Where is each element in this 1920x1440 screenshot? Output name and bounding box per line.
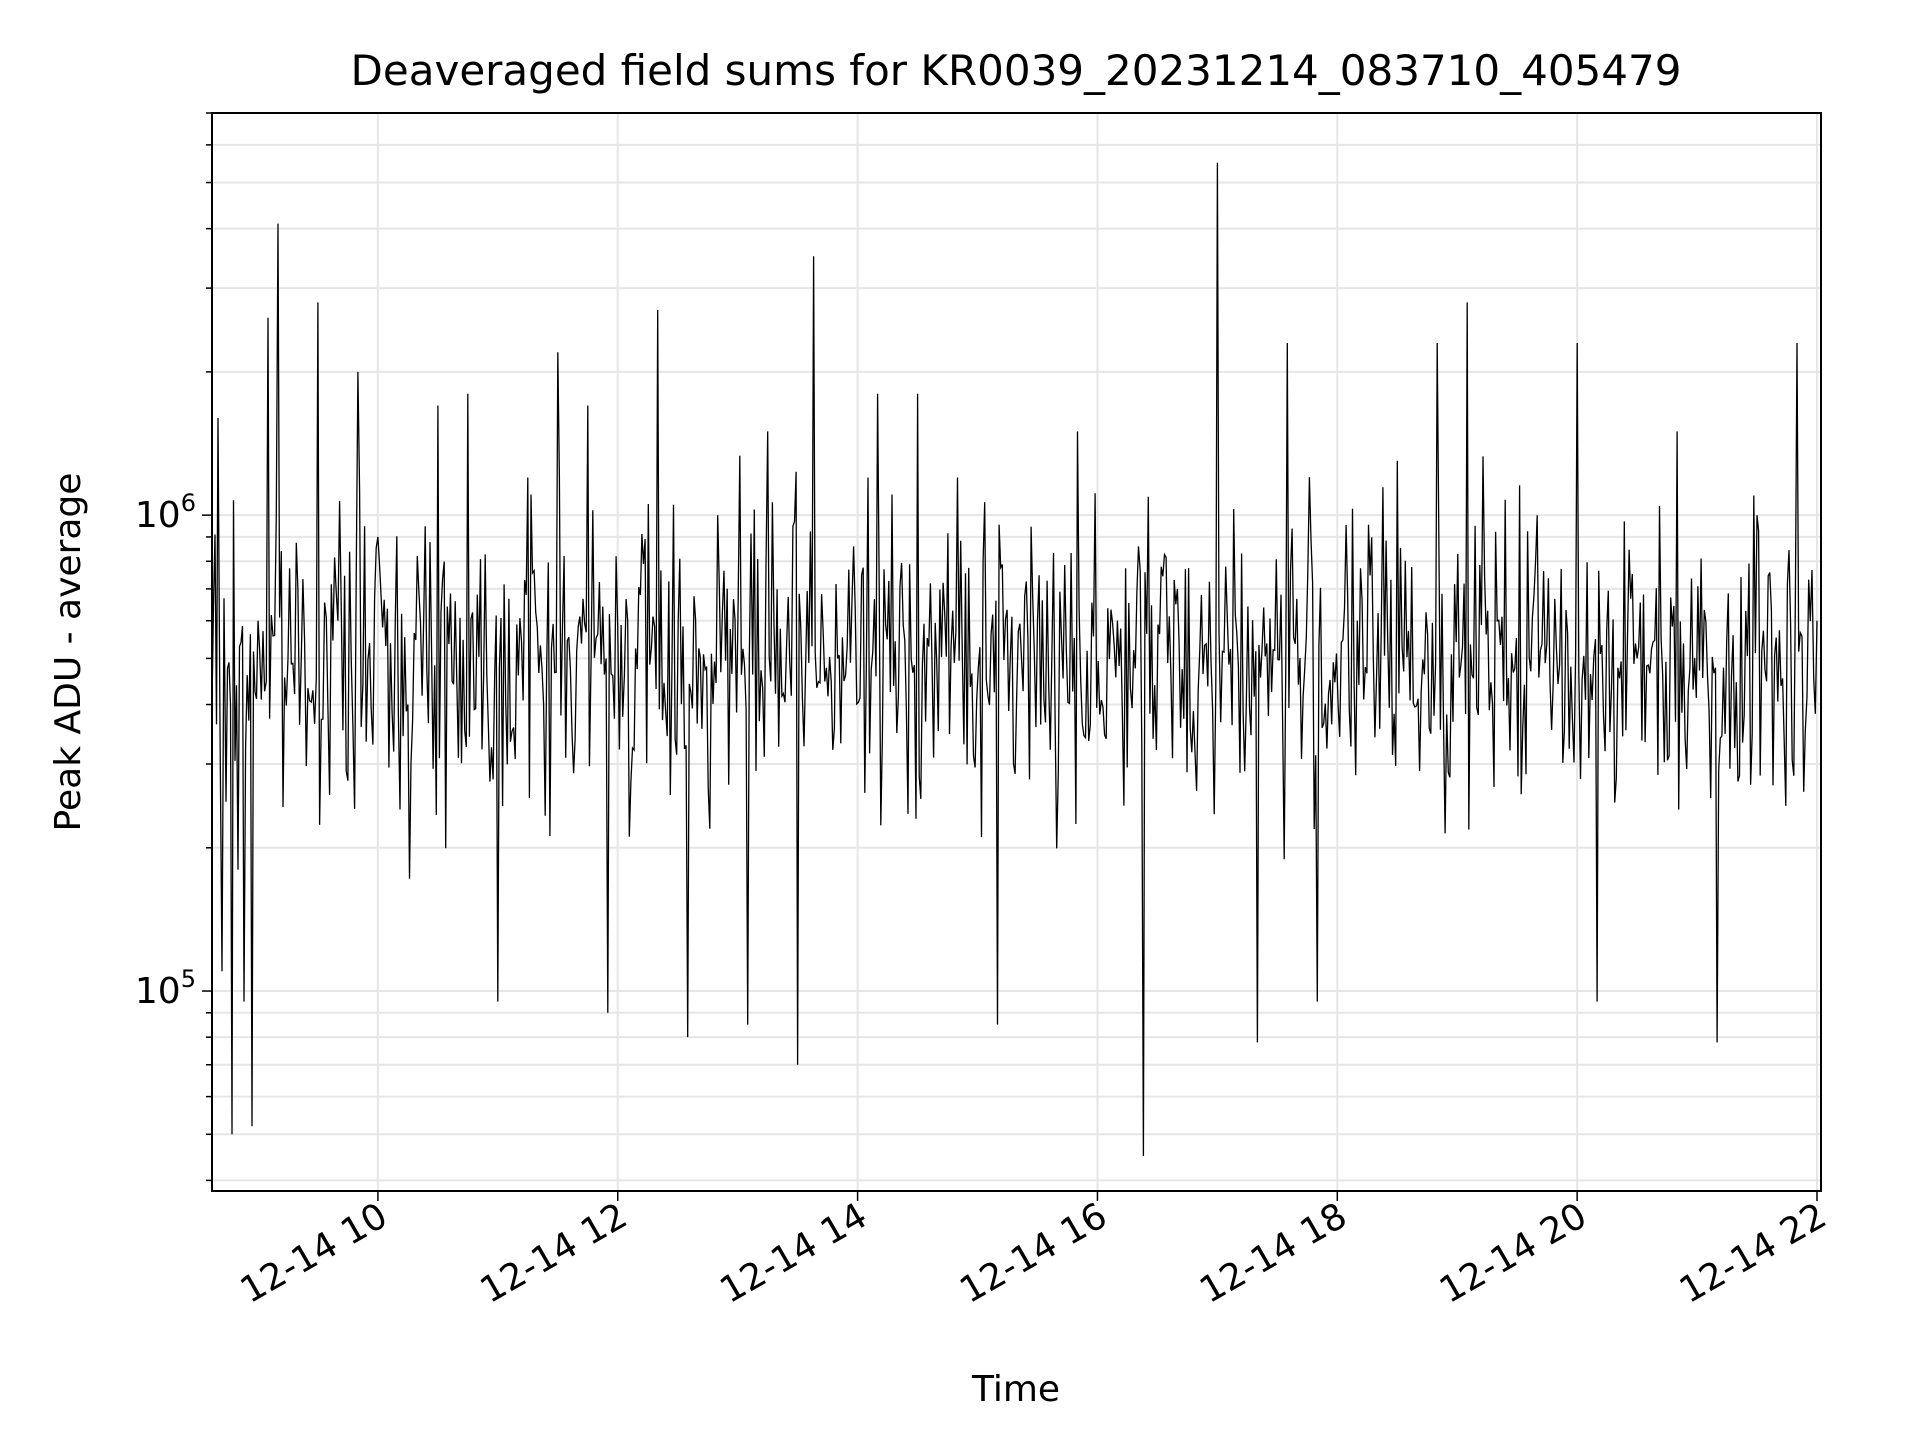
series-line (212, 162, 1818, 1157)
plot-area (212, 162, 1818, 1157)
y-tick-label: 105 (135, 965, 196, 1012)
y-axis: 105 106 (135, 112, 212, 1182)
chart-title: Deaveraged field sums for KR0039_2023121… (351, 46, 1682, 95)
y-tick-label: 106 (135, 489, 196, 536)
x-axis-label: Time (971, 1369, 1060, 1410)
plot-frame (211, 112, 1822, 1192)
y-axis-label: Peak ADU - average (48, 473, 89, 832)
